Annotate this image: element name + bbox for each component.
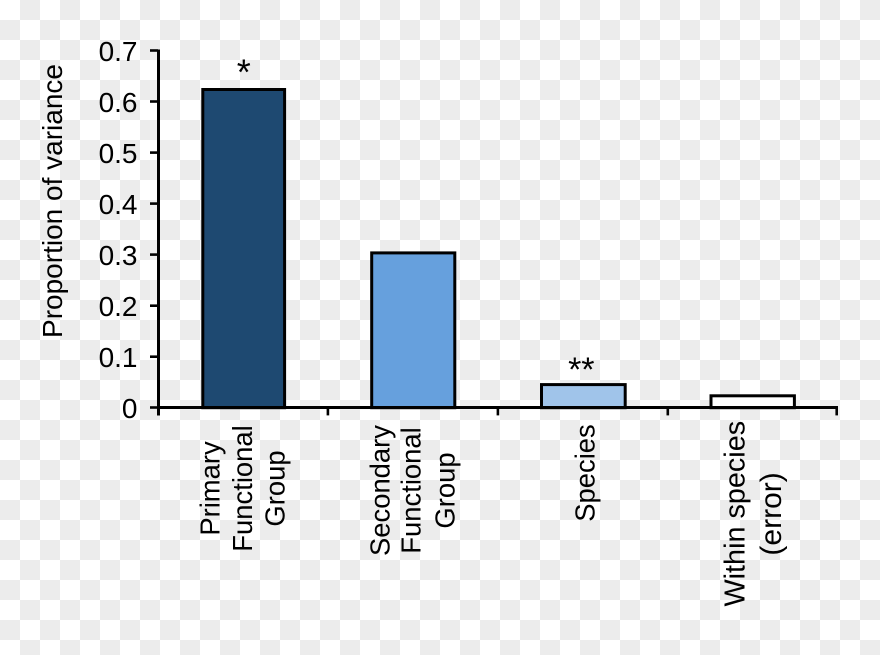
svg-text:(error): (error) [755,472,788,555]
svg-text:0.7: 0.7 [99,36,138,67]
svg-text:Group: Group [430,452,461,528]
svg-text:Functional: Functional [396,427,427,553]
svg-text:Primary: Primary [195,441,226,536]
svg-text:Species: Species [570,424,601,521]
svg-text:0.3: 0.3 [99,240,138,271]
svg-text:0.6: 0.6 [99,87,138,118]
svg-text:Functional: Functional [227,425,258,551]
svg-text:0.5: 0.5 [99,138,138,169]
svg-text:0.2: 0.2 [99,291,138,322]
svg-text:0.4: 0.4 [99,189,138,220]
svg-text:*: * [237,51,251,92]
svg-text:0.1: 0.1 [99,342,138,373]
svg-text:Proportion of variance: Proportion of variance [37,64,68,338]
svg-text:0: 0 [122,393,138,424]
svg-text:Secondary: Secondary [365,425,396,556]
svg-text:**: ** [568,351,594,389]
svg-text:Within species: Within species [720,421,752,607]
svg-text:Group: Group [260,450,291,526]
